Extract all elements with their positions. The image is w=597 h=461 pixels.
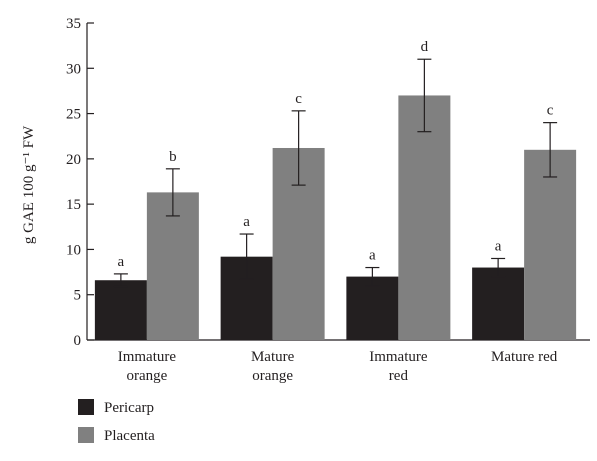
y-tick-label: 30 <box>66 61 81 77</box>
x-tick-label: red <box>389 368 409 384</box>
x-tick-label: Mature red <box>491 349 558 365</box>
y-tick-label: 25 <box>66 107 81 123</box>
significance-label: a <box>243 214 250 230</box>
x-tick-label: Immature <box>118 349 177 365</box>
significance-labels: a b a c a d a c <box>118 39 554 270</box>
x-tick-label: orange <box>252 368 293 384</box>
significance-label: c <box>295 91 302 107</box>
category-labels: Immature orange Mature orange Immature red Mat… <box>118 349 558 384</box>
significance-label: c <box>547 103 554 119</box>
y-axis: 0 5 10 15 20 25 30 35 <box>66 16 94 349</box>
x-tick-label: Mature <box>251 349 295 365</box>
legend-label-placenta: Placenta <box>104 428 155 444</box>
bar-placenta <box>524 149 577 340</box>
y-tick-label: 10 <box>66 242 81 258</box>
significance-label: b <box>169 149 177 165</box>
bars <box>94 95 577 340</box>
error-bars <box>113 58 558 288</box>
bar-pericarp <box>346 276 399 340</box>
y-tick-label: 0 <box>74 333 82 349</box>
y-tick-label: 5 <box>74 288 82 304</box>
significance-label: a <box>118 254 125 270</box>
y-axis-label: g GAE 100 g⁻¹ FW <box>21 125 37 244</box>
legend: Pericarp Placenta <box>78 399 155 444</box>
x-tick-label: Immature <box>369 349 428 365</box>
y-tick-label: 20 <box>66 152 81 168</box>
y-tick-label: 35 <box>66 16 81 32</box>
significance-label: a <box>369 248 376 264</box>
bar-pericarp <box>94 280 147 340</box>
bar-placenta <box>146 192 199 340</box>
legend-swatch-placenta <box>78 427 94 443</box>
bar-pericarp <box>472 267 525 340</box>
x-tick-label: orange <box>126 368 167 384</box>
significance-label: d <box>421 39 429 55</box>
legend-swatch-pericarp <box>78 399 94 415</box>
significance-label: a <box>495 238 502 254</box>
bar-placenta <box>398 95 451 340</box>
legend-label-pericarp: Pericarp <box>104 400 154 416</box>
y-tick-label: 15 <box>66 197 81 213</box>
